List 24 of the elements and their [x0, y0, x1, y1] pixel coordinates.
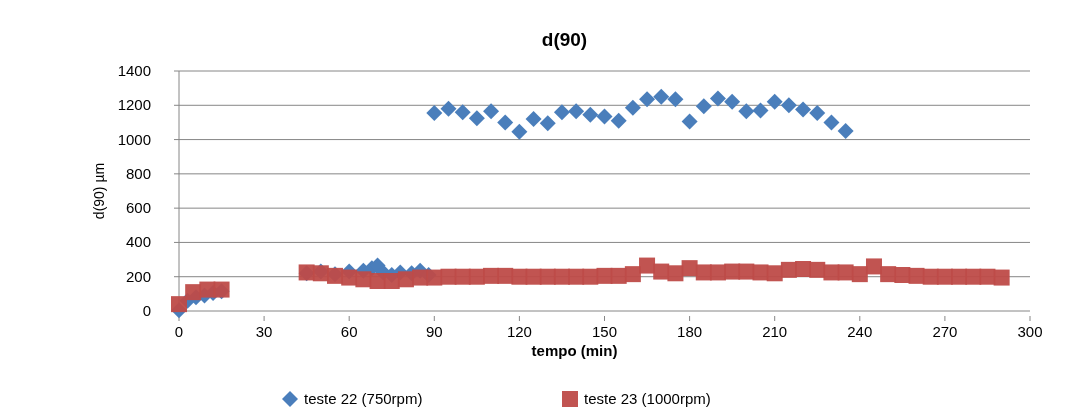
y-tick-label: 600 — [125, 199, 151, 217]
x-tick-label: 0 — [174, 323, 184, 340]
y-tick-label: 1000 — [117, 130, 151, 148]
x-tick-label: 300 — [1017, 323, 1043, 340]
y-axis-title: d(90) µm — [91, 162, 107, 220]
x-tick-label: 90 — [425, 323, 443, 340]
y-tick-label: 200 — [125, 267, 151, 285]
y-tick-label: 400 — [125, 233, 151, 251]
x-tick-label: 60 — [340, 323, 358, 340]
x-tick-label: 270 — [932, 323, 958, 340]
x-tick-label: 30 — [255, 323, 273, 340]
x-tick-label: 240 — [847, 323, 873, 340]
x-tick-label: 120 — [506, 323, 532, 340]
legend-label: teste 22 (750rpm) — [304, 390, 423, 407]
legend-label: teste 23 (1000rpm) — [584, 390, 711, 407]
y-tick-label: 1400 — [117, 62, 151, 79]
y-tick-label: 1200 — [117, 96, 151, 114]
x-axis-title: tempo (min) — [531, 342, 618, 359]
y-tick-label: 800 — [125, 164, 151, 182]
x-tick-label: 150 — [591, 323, 618, 340]
x-tick-label: 210 — [762, 323, 788, 340]
x-tick-label: 180 — [677, 323, 703, 340]
y-tick-label: 0 — [142, 302, 151, 319]
chart-title: d(90) — [541, 29, 588, 50]
